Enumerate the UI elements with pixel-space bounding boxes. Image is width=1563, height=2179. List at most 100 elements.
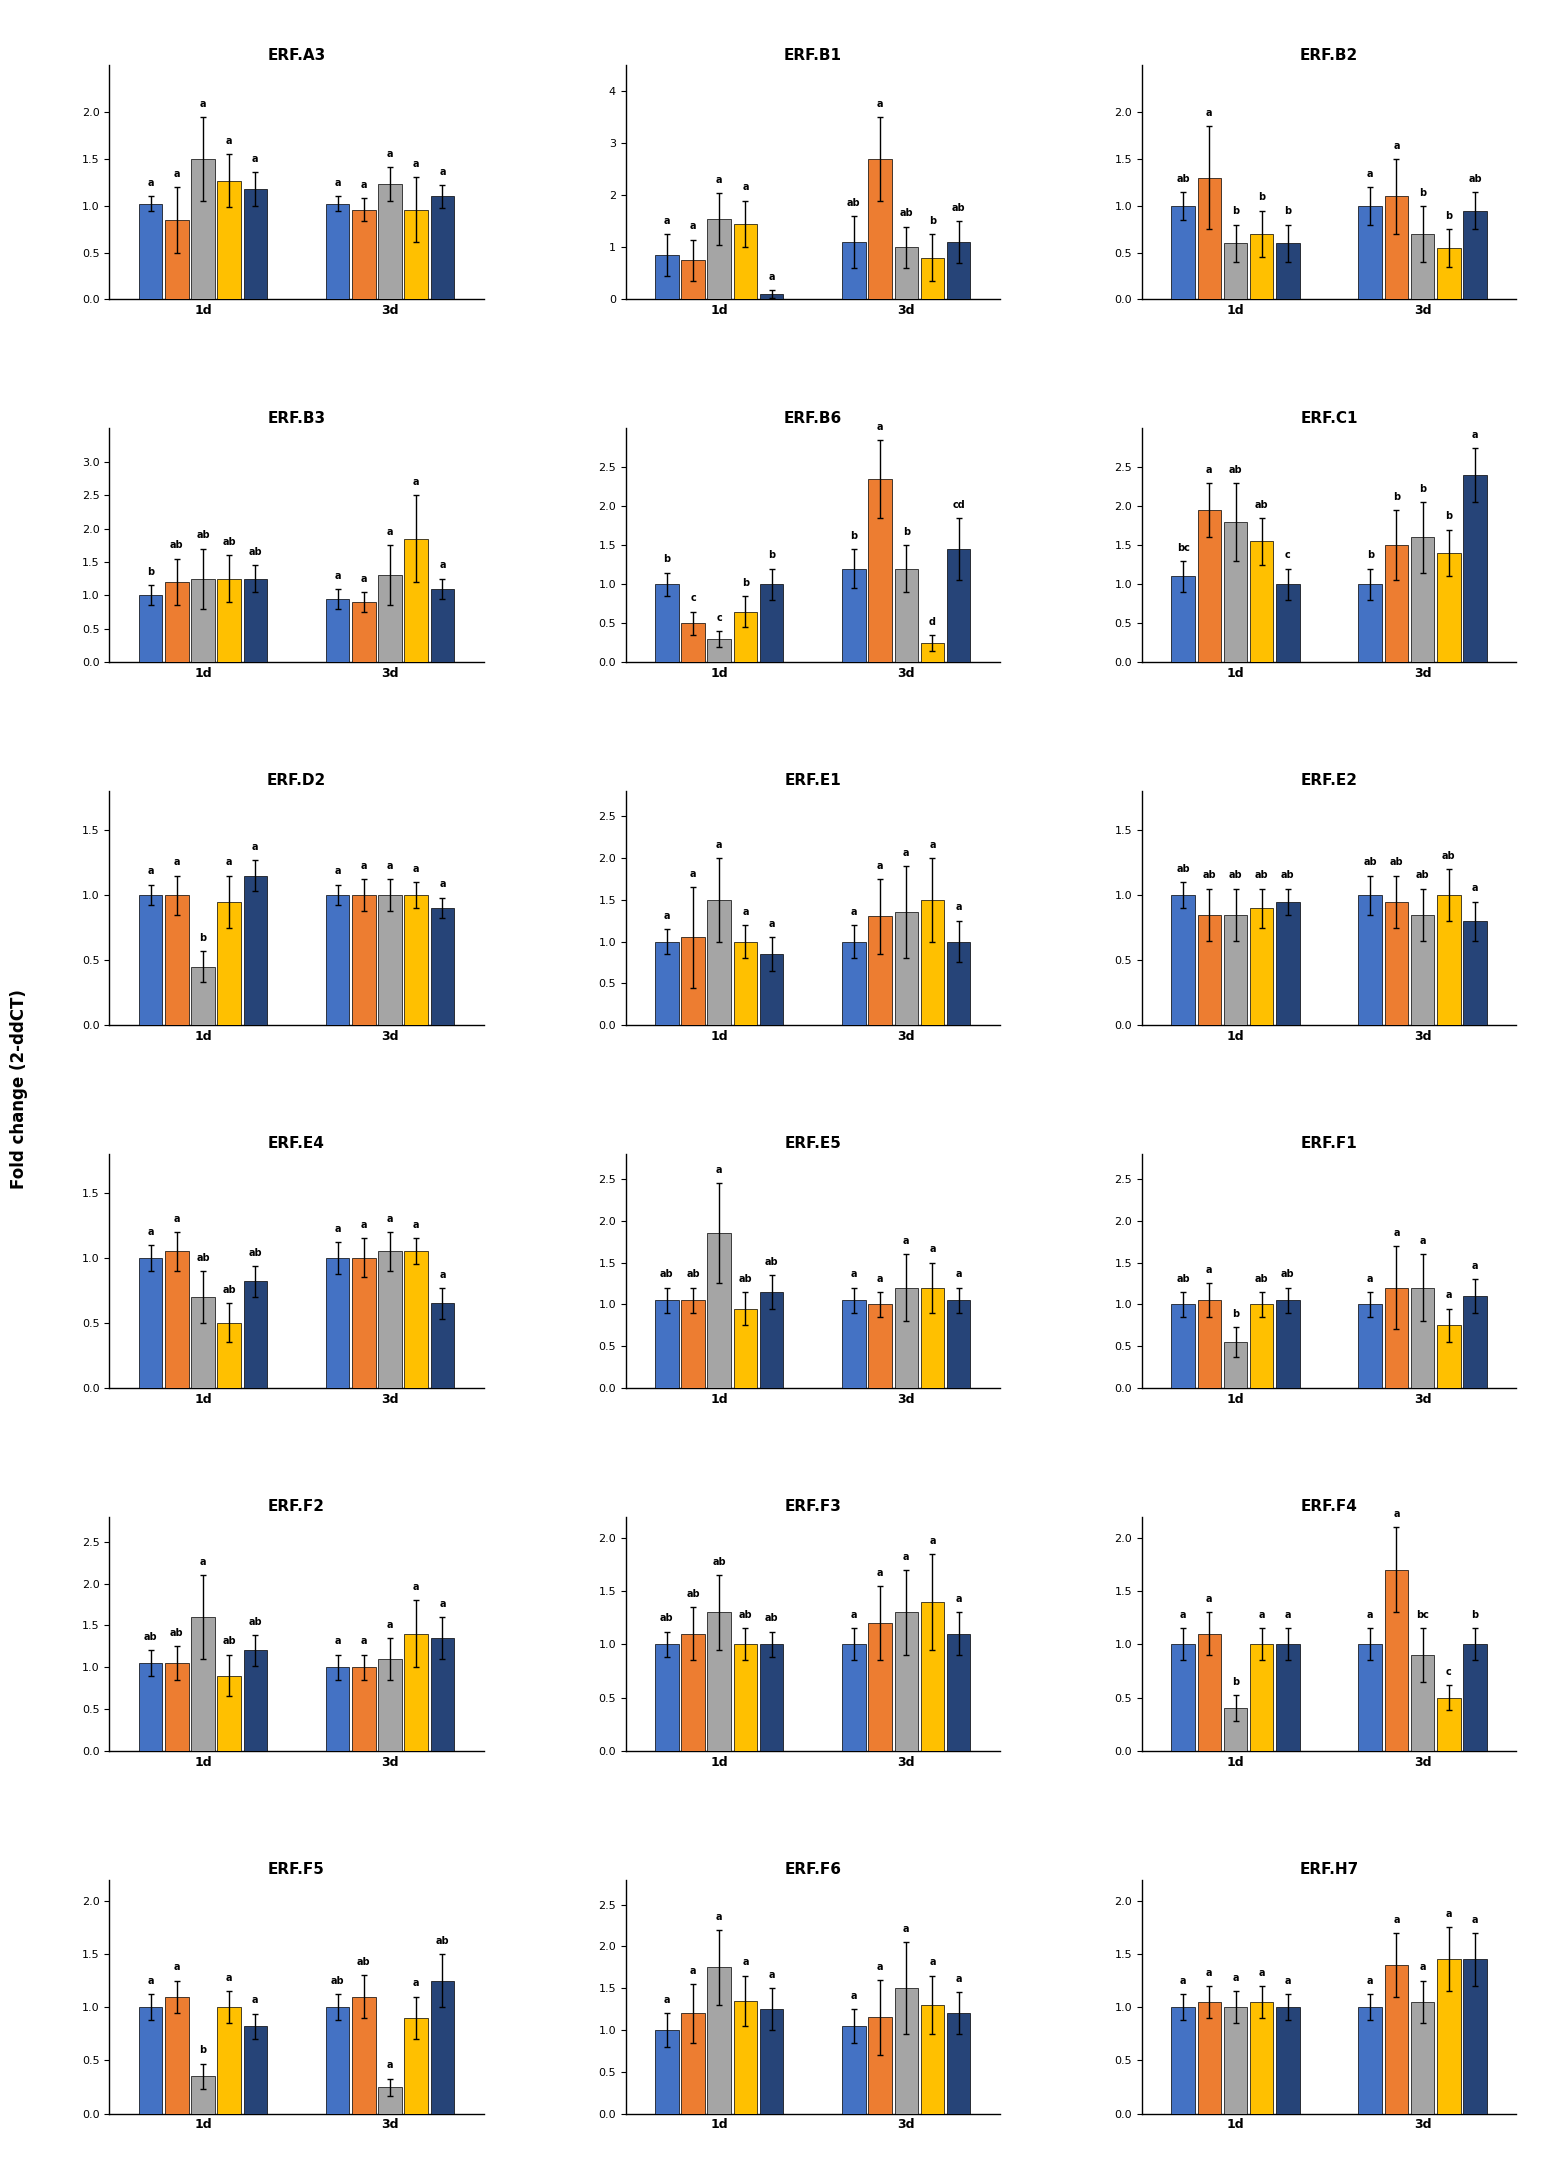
Text: a: a (742, 183, 749, 192)
Bar (1197, 510, 1221, 662)
Bar (139, 1257, 163, 1388)
Text: a: a (1207, 1968, 1213, 1979)
Bar (217, 1323, 241, 1388)
Text: a: a (1180, 1610, 1186, 1621)
Bar (760, 1645, 783, 1750)
Text: a: a (334, 1636, 341, 1647)
Text: ab: ab (144, 1632, 158, 1643)
Text: a: a (334, 179, 341, 187)
Text: ab: ab (1177, 1273, 1189, 1283)
Bar (191, 1297, 214, 1388)
Bar (894, 913, 917, 1024)
Text: a: a (413, 863, 419, 874)
Bar (191, 967, 214, 1024)
Bar (1275, 2007, 1300, 2114)
Bar (139, 595, 163, 662)
Bar (352, 209, 375, 299)
Bar (1250, 1305, 1274, 1388)
Bar (166, 1996, 189, 2114)
Text: a: a (903, 1551, 910, 1562)
Text: a: a (930, 1244, 936, 1255)
Bar (139, 1663, 163, 1750)
Bar (1358, 2007, 1382, 2114)
Bar (947, 941, 971, 1024)
Bar (655, 1645, 678, 1750)
Bar (405, 896, 428, 1024)
Bar (1436, 1959, 1460, 2114)
Text: b: b (1232, 207, 1239, 216)
Text: a: a (742, 1957, 749, 1968)
Text: a: a (877, 100, 883, 109)
Bar (217, 1676, 241, 1750)
Text: b: b (1258, 192, 1266, 203)
Text: a: a (716, 1911, 722, 1922)
Bar (708, 638, 731, 662)
Text: ab: ab (847, 198, 861, 207)
Text: a: a (147, 1976, 153, 1987)
Bar (405, 538, 428, 662)
Bar (352, 1996, 375, 2114)
Bar (1250, 233, 1274, 299)
Title: ERF.E2: ERF.E2 (1300, 774, 1358, 789)
Text: a: a (664, 911, 671, 922)
Text: a: a (850, 1270, 857, 1279)
Text: ab: ab (739, 1273, 752, 1283)
Text: a: a (361, 1636, 367, 1647)
Bar (1250, 540, 1274, 662)
Bar (894, 1987, 917, 2114)
Title: ERF.E4: ERF.E4 (267, 1135, 325, 1151)
Text: a: a (903, 1924, 910, 1935)
Bar (1436, 1325, 1460, 1388)
Bar (1411, 1656, 1435, 1750)
Text: a: a (1446, 1290, 1452, 1301)
Title: ERF.C1: ERF.C1 (1300, 410, 1358, 425)
Text: ab: ab (436, 1935, 449, 1946)
Text: c: c (1446, 1667, 1452, 1676)
Bar (191, 159, 214, 299)
Text: a: a (1207, 109, 1213, 118)
Text: a: a (1419, 1235, 1425, 1246)
Text: b: b (1366, 551, 1374, 560)
Text: a: a (1207, 1266, 1213, 1275)
Title: ERF.H7: ERF.H7 (1299, 1863, 1358, 1876)
Text: a: a (227, 1972, 233, 1983)
Text: ab: ab (195, 529, 209, 540)
Bar (430, 1981, 455, 2114)
Text: ab: ab (249, 1249, 263, 1257)
Text: ab: ab (764, 1612, 778, 1623)
Text: a: a (1368, 1976, 1374, 1987)
Bar (1275, 244, 1300, 299)
Bar (352, 1257, 375, 1388)
Text: a: a (877, 861, 883, 872)
Bar (139, 896, 163, 1024)
Text: ab: ab (1255, 869, 1269, 880)
Bar (430, 1639, 455, 1750)
Text: b: b (767, 551, 775, 560)
Bar (378, 185, 402, 299)
Title: ERF.B3: ERF.B3 (267, 410, 325, 425)
Bar (1171, 2007, 1196, 2114)
Bar (325, 1667, 350, 1750)
Text: d: d (928, 617, 936, 628)
Text: a: a (334, 867, 341, 876)
Text: a: a (903, 848, 910, 859)
Bar (430, 1303, 455, 1388)
Bar (947, 549, 971, 662)
Text: b: b (200, 933, 206, 944)
Text: ab: ab (686, 1588, 700, 1599)
Bar (244, 2026, 267, 2114)
Text: ab: ab (660, 1612, 674, 1623)
Bar (733, 224, 756, 299)
Title: ERF.F6: ERF.F6 (785, 1863, 841, 1876)
Bar (921, 643, 944, 662)
Text: a: a (664, 1996, 671, 2005)
Bar (1385, 1288, 1408, 1388)
Bar (430, 909, 455, 1024)
Text: a: a (955, 1974, 961, 1985)
Bar (947, 242, 971, 299)
Bar (244, 190, 267, 299)
Text: a: a (903, 1235, 910, 1246)
Bar (681, 1634, 705, 1750)
Text: a: a (252, 155, 258, 163)
Text: ab: ab (1282, 869, 1294, 880)
